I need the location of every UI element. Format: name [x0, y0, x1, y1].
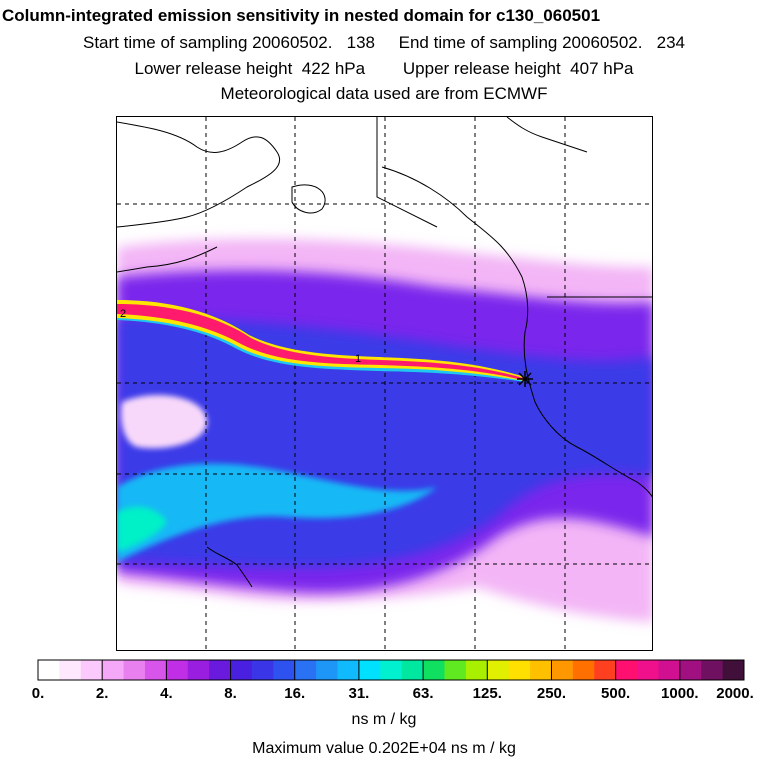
colorbar-tick-label: 4. — [160, 685, 173, 702]
colorbar-swatch — [701, 660, 724, 680]
colorbar-swatch — [59, 660, 82, 680]
plume-core — [117, 304, 523, 380]
colorbar-tick-label: 63. — [412, 685, 434, 702]
colorbar-swatch — [102, 660, 125, 680]
light-region-west — [120, 394, 207, 449]
colorbar — [37, 659, 745, 681]
lat-lon-grid — [117, 117, 652, 650]
colorbar-swatch — [294, 660, 317, 680]
colorbar-swatch — [658, 660, 681, 680]
colorbar-swatch — [637, 660, 659, 680]
colorbar-swatch — [551, 660, 574, 680]
colorbar-swatch — [316, 660, 339, 680]
colorbar-swatch — [487, 660, 510, 680]
colorbar-swatch — [423, 660, 445, 680]
colorbar-swatch — [594, 660, 617, 680]
map-canvas: 2 1 — [117, 117, 652, 650]
colorbar-swatch — [144, 660, 167, 680]
colorbar-tick-label: 31. — [348, 685, 370, 702]
colorbar-swatch — [187, 660, 210, 680]
colorbar-swatch — [358, 660, 381, 680]
sensitivity-map: 2 1 — [116, 116, 653, 651]
colorbar-swatch — [401, 660, 424, 680]
figure-title: Column-integrated emission sensitivity i… — [2, 6, 601, 25]
release-height-line: Lower release height 422 hPa Upper relea… — [134, 59, 634, 78]
colorbar-swatch — [209, 660, 232, 680]
met-data-line: Meteorological data used are from ECMWF — [220, 84, 548, 103]
colorbar-swatch — [166, 660, 189, 680]
colorbar-tick-label: 2. — [95, 685, 109, 702]
maximum-value-text: Maximum value 0.202E+04 ns m / kg — [252, 740, 516, 757]
colorbar-swatch — [465, 660, 488, 680]
colorbar-swatch — [530, 660, 552, 680]
colorbar-swatch — [572, 660, 595, 680]
release-point-star-icon — [517, 371, 533, 387]
colorbar-swatch — [337, 660, 360, 680]
colorbar-tick-label: 1000. — [661, 685, 699, 702]
colorbar-tick-label: 500. — [601, 685, 631, 702]
plume-label-1: 1 — [355, 353, 361, 365]
colorbar-swatch — [273, 660, 296, 680]
coastlines — [117, 117, 652, 588]
colorbar-swatch — [615, 660, 638, 680]
colorbar-swatch — [380, 660, 403, 680]
colorbar-tick-label: 0. — [31, 685, 45, 702]
colorbar-swatch — [251, 660, 274, 680]
colorbar-border — [37, 659, 745, 681]
sampling-time-line: Start time of sampling 20060502. 138 End… — [83, 33, 685, 52]
colorbar-swatch — [679, 660, 702, 680]
colorbar-swatch — [508, 660, 531, 680]
colorbar-tick-label: 16. — [284, 685, 306, 702]
colorbar-units: ns m / kg — [351, 711, 417, 728]
colorbar-tick-label: 250. — [536, 685, 567, 702]
colorbar-swatch — [123, 660, 146, 680]
cyan-sensitivity-region — [117, 463, 437, 562]
colorbar-swatch — [444, 660, 467, 680]
cyan-core-region — [117, 506, 167, 552]
plume-yellow-band — [117, 300, 525, 381]
colorbar-swatch — [38, 660, 60, 680]
colorbar-swatch — [80, 660, 103, 680]
colorbar-tick-label: 8. — [224, 685, 237, 702]
plume-label-2: 2 — [120, 308, 126, 320]
colorbar-tick-labels: 0. 2. 4. 8. 16. 31. 63. 125. 250. 500. 1000. 2000. — [0, 685, 768, 705]
colorbar-swatch — [230, 660, 253, 680]
colorbar-tick-label: 125. — [472, 685, 502, 702]
colorbar-tick-label: 2000. — [716, 685, 754, 702]
colorbar-swatch — [722, 660, 745, 680]
